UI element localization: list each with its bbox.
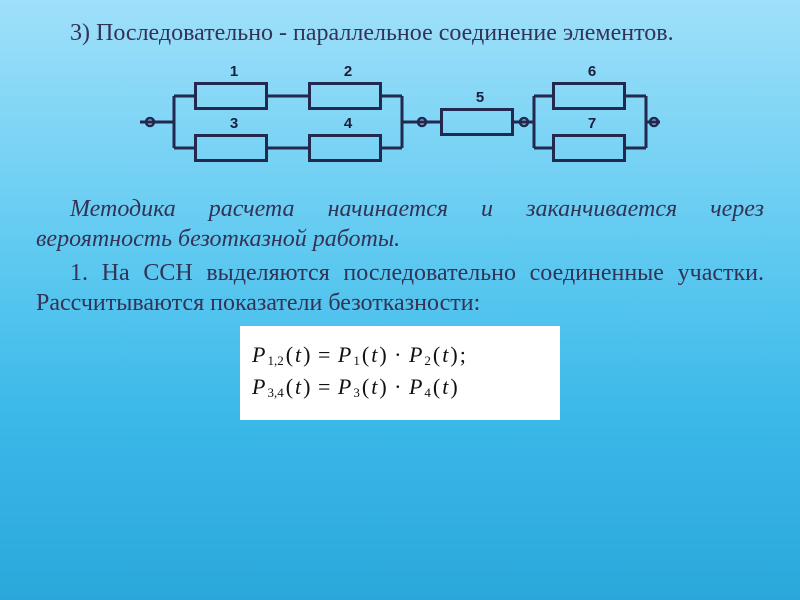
equations-panel: P1,2(t) = P1(t) · P2(t); P3,4(t) = P3(t) … [240,326,560,420]
box-label-6: 6 [582,63,602,80]
circuit-diagram: 1 2 3 4 5 6 7 [140,52,660,182]
resistor-box-4 [308,134,382,162]
resistor-box-2 [308,82,382,110]
resistor-box-3 [194,134,268,162]
slide: 3) Последовательно - параллельное соедин… [0,0,800,600]
resistor-box-7 [552,134,626,162]
box-label-7: 7 [582,115,602,132]
box-label-1: 1 [224,63,244,80]
box-label-3: 3 [224,115,244,132]
box-label-4: 4 [338,115,358,132]
equation-row-1: P1,2(t) = P1(t) · P2(t); [252,342,548,368]
italic-note: Методика расчета начинается и заканчивае… [36,194,764,254]
resistor-box-5 [440,108,514,136]
box-label-5: 5 [470,89,490,106]
resistor-box-1 [194,82,268,110]
step-1-text: 1. На ССН выделяются последовательно сое… [36,258,764,318]
heading-text: 3) Последовательно - параллельное соедин… [36,18,764,48]
box-label-2: 2 [338,63,358,80]
resistor-box-6 [552,82,626,110]
equation-row-2: P3,4(t) = P3(t) · P4(t) [252,374,548,400]
